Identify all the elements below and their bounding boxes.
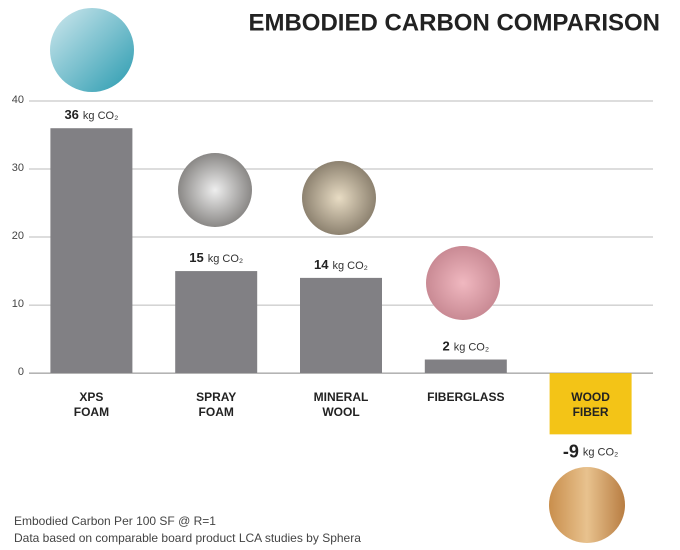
data-label-value: 36 — [64, 108, 78, 123]
x-tick-label-line: SPRAY — [196, 390, 236, 404]
xps-photo — [50, 8, 134, 92]
data-label-value: 15 — [189, 251, 203, 266]
x-tick-label: SPRAY FOAM — [196, 390, 236, 419]
spray-foam-photo — [178, 153, 252, 227]
bar — [424, 359, 507, 374]
wood-fiber-photo — [549, 467, 625, 543]
grid — [29, 100, 653, 374]
bar — [300, 277, 382, 374]
data-label-value: -9 — [563, 441, 579, 461]
x-tick-label-line: MINERAL — [314, 390, 369, 404]
bar — [549, 373, 632, 435]
bar — [175, 271, 258, 374]
data-label-unit: kg CO₂ — [333, 260, 368, 272]
x-tick-label-line: FOAM — [199, 405, 234, 419]
x-tick-label: FIBERGLASS — [427, 390, 504, 404]
data-label: 14 kg CO₂ — [314, 257, 368, 272]
y-tick-label: 10 — [12, 298, 24, 310]
data-label-unit: kg CO₂ — [208, 253, 243, 265]
fiberglass-photo — [426, 246, 500, 320]
chart-title: EMBODIED CARBON COMPARISON — [248, 9, 660, 36]
x-tick-label-line: WOOL — [322, 405, 359, 419]
data-label: 15 kg CO₂ — [189, 251, 243, 266]
x-tick-label-line: FIBER — [573, 405, 609, 419]
x-tick-label-line: FOAM — [74, 405, 109, 419]
data-label: 36 kg CO₂ — [64, 108, 118, 123]
bar — [50, 128, 133, 374]
y-tick-label: 40 — [12, 94, 24, 106]
x-tick-label-line: FIBERGLASS — [427, 390, 504, 404]
data-label-value: 2 — [442, 339, 449, 354]
x-tick-label-line: XPS — [79, 390, 103, 404]
data-label-value: 14 — [314, 257, 329, 272]
data-label: 2 kg CO₂ — [442, 339, 489, 354]
y-tick-label: 0 — [18, 366, 24, 378]
x-tick-label: WOOD FIBER — [571, 390, 610, 419]
x-tick-label-line: WOOD — [571, 390, 610, 404]
mineral-wool-photo — [302, 161, 376, 235]
data-label: -9 kg CO₂ — [563, 441, 618, 461]
data-label-unit: kg CO₂ — [83, 110, 118, 122]
x-tick-label: XPS FOAM — [74, 390, 109, 419]
x-tick-label: MINERAL WOOL — [314, 390, 369, 419]
y-tick-label: 20 — [12, 230, 24, 242]
footnote: Embodied Carbon Per 100 SF @ R=1 — [14, 514, 216, 528]
footnote: Data based on comparable board product L… — [14, 531, 361, 545]
data-label-unit: kg CO₂ — [583, 446, 618, 458]
data-label-unit: kg CO₂ — [454, 341, 489, 353]
photos — [50, 8, 625, 543]
y-tick-label: 30 — [12, 162, 24, 174]
